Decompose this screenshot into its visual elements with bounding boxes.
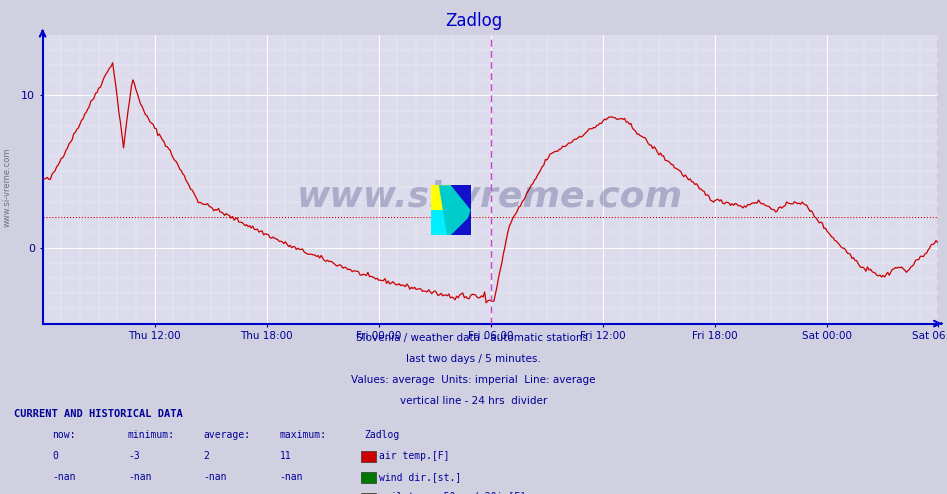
Text: -nan: -nan (204, 493, 227, 494)
Text: Zadlog: Zadlog (445, 12, 502, 30)
Text: 2: 2 (204, 451, 209, 461)
Text: maximum:: maximum: (279, 430, 327, 440)
Text: average:: average: (204, 430, 251, 440)
Bar (431, 185, 451, 210)
Text: wind dir.[st.]: wind dir.[st.] (379, 472, 461, 482)
Text: -nan: -nan (279, 493, 303, 494)
Text: now:: now: (52, 430, 76, 440)
Text: vertical line - 24 hrs  divider: vertical line - 24 hrs divider (400, 396, 547, 406)
Text: -nan: -nan (52, 493, 76, 494)
Text: 11: 11 (279, 451, 291, 461)
Text: www.si-vreme.com: www.si-vreme.com (297, 179, 683, 213)
Text: 0: 0 (52, 451, 58, 461)
Text: air temp.[F]: air temp.[F] (379, 451, 449, 461)
Text: Slovenia / weather data - automatic stations.: Slovenia / weather data - automatic stat… (356, 333, 591, 343)
Text: -nan: -nan (52, 472, 76, 482)
Text: Zadlog: Zadlog (365, 430, 400, 440)
Bar (431, 210, 451, 235)
Text: Values: average  Units: imperial  Line: average: Values: average Units: imperial Line: av… (351, 375, 596, 385)
Text: minimum:: minimum: (128, 430, 175, 440)
Text: soil temp. 50cm / 20in[F]: soil temp. 50cm / 20in[F] (379, 493, 526, 494)
Polygon shape (451, 215, 471, 235)
Text: -nan: -nan (128, 472, 152, 482)
Text: www.si-vreme.com: www.si-vreme.com (3, 148, 12, 227)
Text: -nan: -nan (279, 472, 303, 482)
Text: last two days / 5 minutes.: last two days / 5 minutes. (406, 354, 541, 364)
Text: -3: -3 (128, 451, 139, 461)
Text: -nan: -nan (204, 472, 227, 482)
Polygon shape (438, 185, 471, 235)
Text: -nan: -nan (128, 493, 152, 494)
Polygon shape (451, 185, 471, 235)
Text: CURRENT AND HISTORICAL DATA: CURRENT AND HISTORICAL DATA (14, 410, 183, 419)
